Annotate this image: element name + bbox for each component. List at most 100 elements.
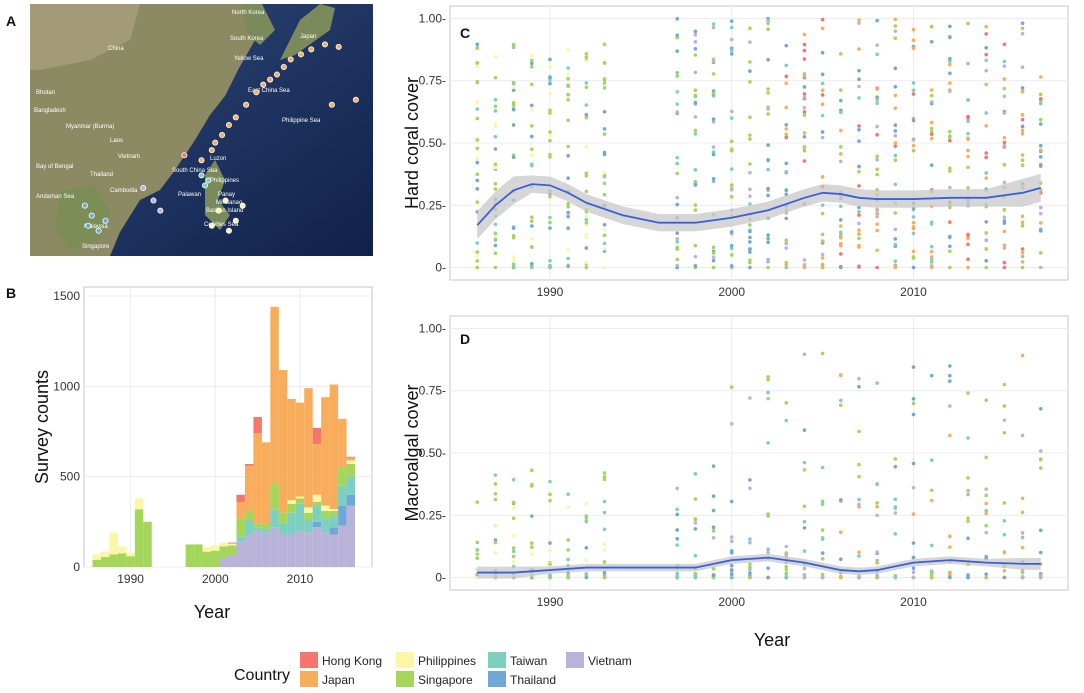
coral-point: [984, 111, 989, 115]
algae-point: [748, 540, 752, 545]
coral-point: [711, 176, 716, 181]
coral-point: [875, 222, 879, 227]
coral-point: [475, 250, 480, 254]
coral-point: [548, 108, 552, 113]
algae-point: [584, 501, 589, 506]
map-label-panay: Panay: [218, 192, 235, 198]
coral-point: [693, 115, 698, 119]
algae-ytick-3: 0.75-: [419, 384, 446, 398]
coral-point: [566, 248, 570, 252]
coral-point: [1020, 220, 1025, 225]
coral-point: [529, 215, 534, 219]
algae-point: [748, 478, 752, 482]
coral-point: [693, 132, 698, 136]
map-label-south-korea: South Korea: [230, 36, 264, 42]
bar-1998-singapore: [194, 544, 203, 567]
algae-point: [766, 550, 770, 555]
coral-point: [784, 74, 789, 79]
coral-point: [802, 135, 807, 139]
coral-point: [929, 264, 934, 268]
coral-point: [966, 236, 970, 241]
coral-point: [802, 265, 807, 269]
coral-point: [493, 134, 498, 139]
coral-point: [548, 194, 552, 199]
coral-point: [1020, 131, 1025, 136]
algae-point: [766, 390, 770, 395]
map-site-japan-10: [297, 51, 304, 58]
coral-point: [602, 86, 607, 90]
algae-point: [911, 485, 916, 490]
coral-point: [729, 194, 734, 199]
coral-point: [602, 222, 607, 227]
map-peninsula: [55, 185, 110, 250]
map-label-philippines: Philippines: [210, 178, 239, 184]
coral-point: [857, 84, 861, 89]
coral-point: [766, 167, 770, 172]
coral-point: [911, 92, 916, 96]
coral-point: [675, 16, 680, 21]
bar-2009-philippines: [287, 500, 296, 504]
algae-point: [857, 474, 861, 479]
bar-2002-vietnam: [228, 555, 237, 567]
coral-point: [948, 129, 952, 134]
map-site-japan-14: [280, 64, 287, 71]
bar-1991-singapore: [134, 509, 144, 567]
coral-point: [857, 221, 861, 226]
algae-point: [984, 575, 989, 580]
coral-point: [584, 103, 589, 107]
coral-point: [1002, 94, 1007, 99]
coral-point: [948, 24, 952, 29]
coral-point: [893, 24, 898, 28]
algae-point: [1002, 550, 1007, 555]
coral-point: [729, 109, 734, 114]
coral-point: [802, 113, 807, 117]
coral-point: [602, 192, 607, 197]
coral-point: [1002, 111, 1007, 115]
algae-point: [893, 464, 898, 469]
algae-point: [1038, 550, 1043, 555]
coral-point: [584, 52, 589, 56]
algae-point: [784, 564, 789, 569]
coral-point: [802, 110, 807, 114]
coral-point: [1020, 163, 1025, 168]
algae-point: [693, 521, 698, 525]
coral-point: [857, 232, 861, 236]
map-label-bangladesh: Bangladesh: [34, 108, 66, 114]
coral-point: [511, 258, 516, 262]
coral-point: [1038, 155, 1043, 159]
algae-point: [838, 373, 843, 377]
coral-point: [929, 244, 934, 249]
coral-point: [602, 132, 607, 136]
coral-point: [1020, 158, 1025, 162]
map-site-philippines-4: [239, 202, 246, 209]
map-site-taiwan-2: [201, 182, 208, 189]
algae-point: [675, 543, 680, 547]
algae-point: [748, 571, 752, 575]
map-label-south-china-sea: South China Sea: [172, 168, 218, 174]
algae-point: [893, 506, 898, 511]
coral-point: [1020, 26, 1025, 31]
bar-2007-taiwan: [270, 509, 279, 528]
algae-point: [784, 574, 789, 579]
map-japan: [280, 4, 335, 60]
algae-point: [511, 516, 516, 521]
bar-xtick-2000: 2000: [202, 572, 229, 586]
algae-point: [711, 529, 716, 533]
algae-point: [802, 549, 807, 553]
bar-2002-philippines: [228, 543, 237, 546]
algae-point: [784, 418, 789, 423]
map-site-vietnam-1: [150, 197, 157, 204]
bar-2012-japan: [312, 444, 322, 495]
coral-point: [475, 146, 480, 151]
coral-point: [602, 265, 607, 270]
coral-point: [548, 258, 552, 263]
coral-point: [748, 40, 752, 44]
bar-2006-vietnam: [261, 532, 271, 567]
algae-point: [548, 573, 552, 578]
coral-point: [911, 88, 916, 93]
algae-point: [675, 528, 680, 532]
coral-point: [475, 259, 480, 263]
bar-2000-philippines: [211, 545, 220, 551]
coral-point: [911, 118, 916, 123]
map-highlands: [30, 4, 140, 70]
